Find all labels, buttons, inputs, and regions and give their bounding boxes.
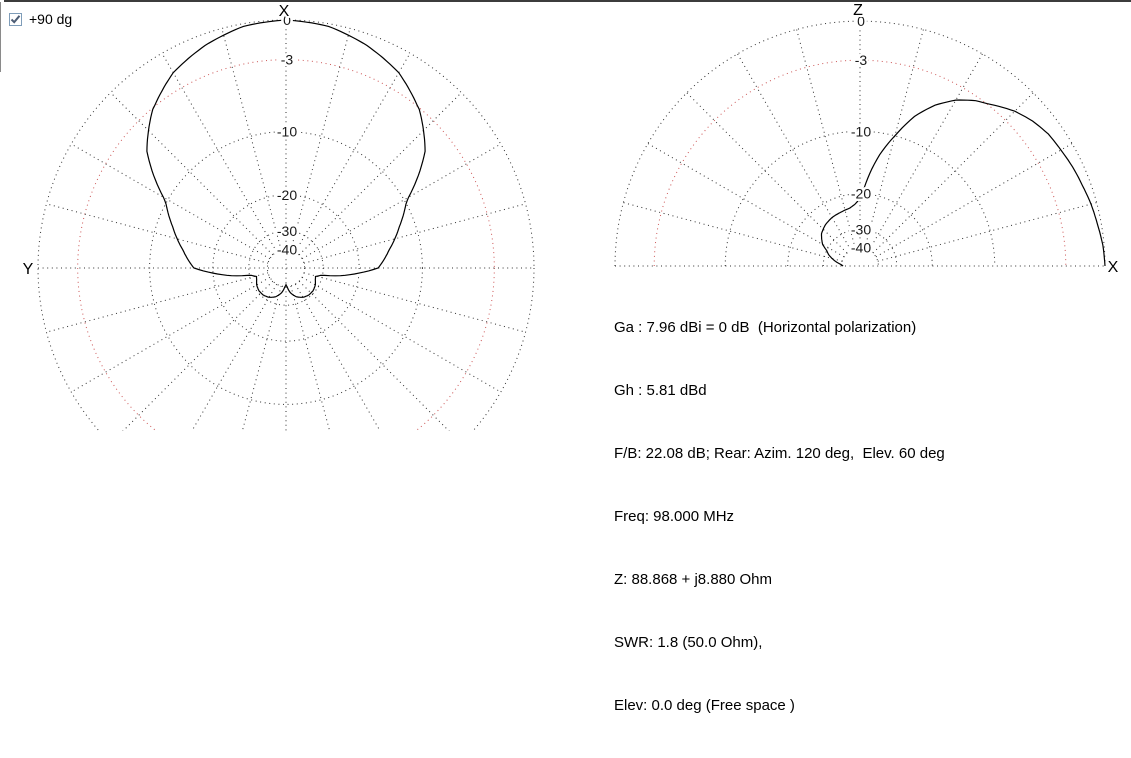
elevation-pattern-ring-label--40: -40 (851, 240, 871, 256)
stat-elevation: Elev: 0.0 deg (Free space ) (614, 697, 795, 714)
elevation-pattern-curve (820, 99, 1106, 267)
polar-plots-canvas: 0 -3 -10 -20 -30 -40 X Y 0 -3 -10 -20 -30 -40 Z X (21, 0, 1121, 431)
plus90deg-checkbox[interactable] (9, 13, 22, 26)
azimuth-pattern-ring--10db (149, 131, 423, 405)
azimuth-pattern-axis-label-y: Y (23, 261, 34, 278)
azimuth-pattern-ring-label--10: -10 (277, 124, 297, 140)
far-field-plots-window: 0 -3 -10 -20 -30 -40 X Y 0 -3 -10 -20 -30 -40 Z X +90 d… (0, 0, 1131, 714)
azimuth-pattern-ring-label-0: 0 (283, 12, 291, 28)
window-top-border (4, 0, 1131, 2)
stat-impedance: Z: 88.868 + j8.880 Ohm (614, 571, 773, 588)
elevation-pattern-ring--10db (724, 130, 996, 267)
azimuth-pattern-ring--40db (266, 248, 306, 288)
elevation-pattern-axis-label-x: X (1108, 259, 1119, 276)
stat-gain-dbd: Gh : 5.81 dBd (614, 382, 707, 399)
azimuth-pattern-axis-label-x: X (279, 3, 290, 20)
elevation-pattern-ring-label--3: -3 (855, 52, 868, 68)
azimuth-pattern-ring-label--40: -40 (277, 241, 297, 257)
stat-frequency: Freq: 98.000 MHz (614, 508, 735, 525)
elevation-pattern-ring-label--10: -10 (851, 123, 871, 139)
elevation-pattern-ring-0db (614, 20, 1106, 267)
elevation-pattern-ring-label-0: 0 (857, 13, 865, 29)
azimuth-pattern-ring-label--20: -20 (277, 187, 297, 203)
stat-gain-dbi: Ga : 7.96 dBi = 0 dB (Horizontal polariz… (614, 319, 917, 336)
window-left-border (0, 2, 1, 72)
plus90deg-checkbox-label: +90 dg (29, 11, 73, 27)
azimuth-pattern-ring-0db (37, 19, 535, 431)
azimuth-pattern-ring-label--30: -30 (277, 223, 297, 239)
elevation-pattern-ring--20db (787, 193, 933, 267)
azimuth-pattern-ring-label--3: -3 (281, 52, 294, 68)
elevation-pattern-axis-label-z: Z (853, 2, 863, 19)
elevation-pattern-ring-label--20: -20 (851, 186, 871, 202)
plus90deg-checkbox-row[interactable]: +90 dg (9, 12, 72, 27)
antenna-stats-block: Ga : 7.96 dBi = 0 dB (Horizontal polariz… (614, 275, 945, 758)
stat-swr: SWR: 1.8 (50.0 Ohm), (614, 634, 763, 651)
stat-front-to-back: F/B: 22.08 dB; Rear: Azim. 120 deg, Elev… (614, 445, 945, 462)
azimuth-pattern-curve (146, 19, 426, 298)
elevation-pattern-ring-label--30: -30 (851, 221, 871, 237)
azimuth-pattern-plot: 0 -3 -10 -20 -30 -40 X Y (21, 1, 535, 431)
azimuth-pattern-ring--20db (212, 194, 360, 342)
checkmark-icon (10, 15, 21, 24)
elevation-pattern-plot: 0 -3 -10 -20 -30 -40 Z X (614, 0, 1121, 278)
